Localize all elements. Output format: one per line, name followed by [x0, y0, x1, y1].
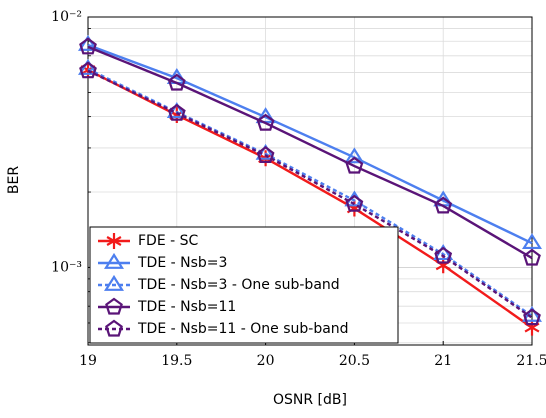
marker: [78, 58, 98, 75]
marker: [256, 146, 275, 163]
marker: [345, 156, 364, 174]
marker: [345, 194, 364, 212]
series-line: [87, 67, 533, 317]
plot-frame: [87, 16, 533, 346]
x-tick-label: 21: [434, 353, 452, 369]
legend-marker: [105, 297, 123, 315]
legend-box: [89, 226, 399, 344]
legend-marker: [104, 252, 124, 269]
marker: [434, 196, 453, 214]
marker: [522, 305, 542, 322]
legend-label: TDE - Nsb=11: [137, 299, 236, 315]
x-tick-label: 19: [79, 353, 97, 369]
marker: [523, 308, 541, 326]
series-line: [87, 43, 533, 245]
y-tick-label: 10⁻²: [51, 9, 82, 25]
x-axis-label: OSNR [dB]: [273, 392, 347, 408]
y-axis-label: BER: [6, 166, 22, 194]
series-line: [87, 45, 533, 260]
x-tick-label: 20: [257, 353, 275, 369]
marker: [79, 37, 97, 55]
legend-marker: [105, 319, 123, 337]
legend-marker: [104, 274, 124, 291]
legend-label: TDE - Nsb=11 - One sub-band: [137, 321, 349, 337]
marker: [434, 246, 453, 264]
marker: [78, 34, 98, 51]
y-tick-label: 10⁻³: [51, 259, 82, 275]
marker: [256, 113, 275, 131]
marker: [344, 147, 365, 164]
legend-label: FDE - SC: [138, 233, 199, 249]
legend-label: TDE - Nsb=3: [137, 255, 227, 271]
marker: [79, 61, 97, 79]
x-tick-label: 21.5: [516, 353, 546, 369]
legend-label: TDE - Nsb=3 - One sub-band: [137, 277, 340, 293]
series-line: [87, 68, 533, 329]
x-tick-label: 19.5: [161, 353, 192, 369]
marker: [167, 103, 186, 121]
x-tick-label: 20.5: [339, 353, 370, 369]
series-line: [87, 69, 533, 319]
marker: [523, 248, 541, 266]
legend-marker: [106, 233, 122, 249]
marker: [167, 73, 186, 91]
marker: [522, 233, 542, 250]
